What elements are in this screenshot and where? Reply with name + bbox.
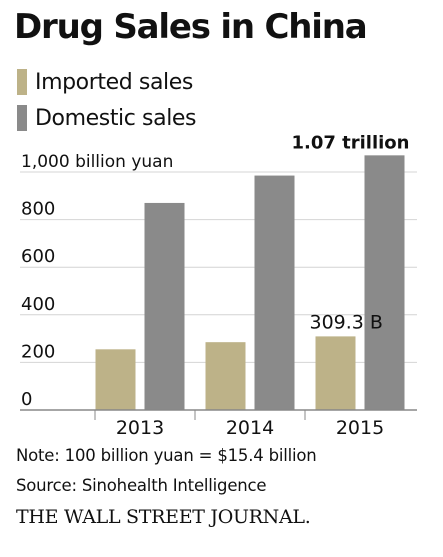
bar-imported-2013 bbox=[95, 349, 136, 410]
y-tick-label: 1,000 billion yuan bbox=[21, 152, 173, 172]
annotation-domestic-2015: 1.07 trillion bbox=[291, 132, 409, 153]
y-tick-label: 800 bbox=[21, 199, 55, 220]
annotation-imported-2015: 309.3 B bbox=[310, 311, 383, 333]
x-tick-label: 2013 bbox=[116, 417, 164, 439]
x-tick-label: 2015 bbox=[336, 417, 384, 439]
legend-item-domestic: Domestic sales bbox=[17, 105, 197, 131]
chart-title: Drug Sales in China bbox=[14, 7, 368, 47]
legend-swatch-imported bbox=[17, 69, 27, 95]
source-note: Source: Sinohealth Intelligence bbox=[16, 476, 267, 495]
y-tick-label: 0 bbox=[21, 389, 32, 410]
legend-label-domestic: Domestic sales bbox=[35, 105, 197, 131]
bar-imported-2015 bbox=[315, 336, 356, 410]
x-tick-label: 2014 bbox=[226, 417, 274, 439]
bar-domestic-2015 bbox=[364, 155, 405, 410]
y-tick-label: 600 bbox=[21, 246, 55, 267]
legend-label-imported: Imported sales bbox=[35, 69, 193, 95]
y-tick-label: 200 bbox=[21, 341, 55, 362]
footnote: Note: 100 billion yuan = $15.4 billion bbox=[16, 446, 317, 465]
legend-swatch-domestic bbox=[17, 105, 27, 131]
publisher-logo: THE WALL STREET JOURNAL. bbox=[16, 506, 311, 528]
y-tick-label: 400 bbox=[21, 294, 55, 315]
bar-imported-2014 bbox=[205, 342, 246, 410]
bar-domestic-2013 bbox=[144, 202, 185, 410]
bar-domestic-2014 bbox=[254, 175, 295, 410]
legend-item-imported: Imported sales bbox=[17, 69, 193, 95]
